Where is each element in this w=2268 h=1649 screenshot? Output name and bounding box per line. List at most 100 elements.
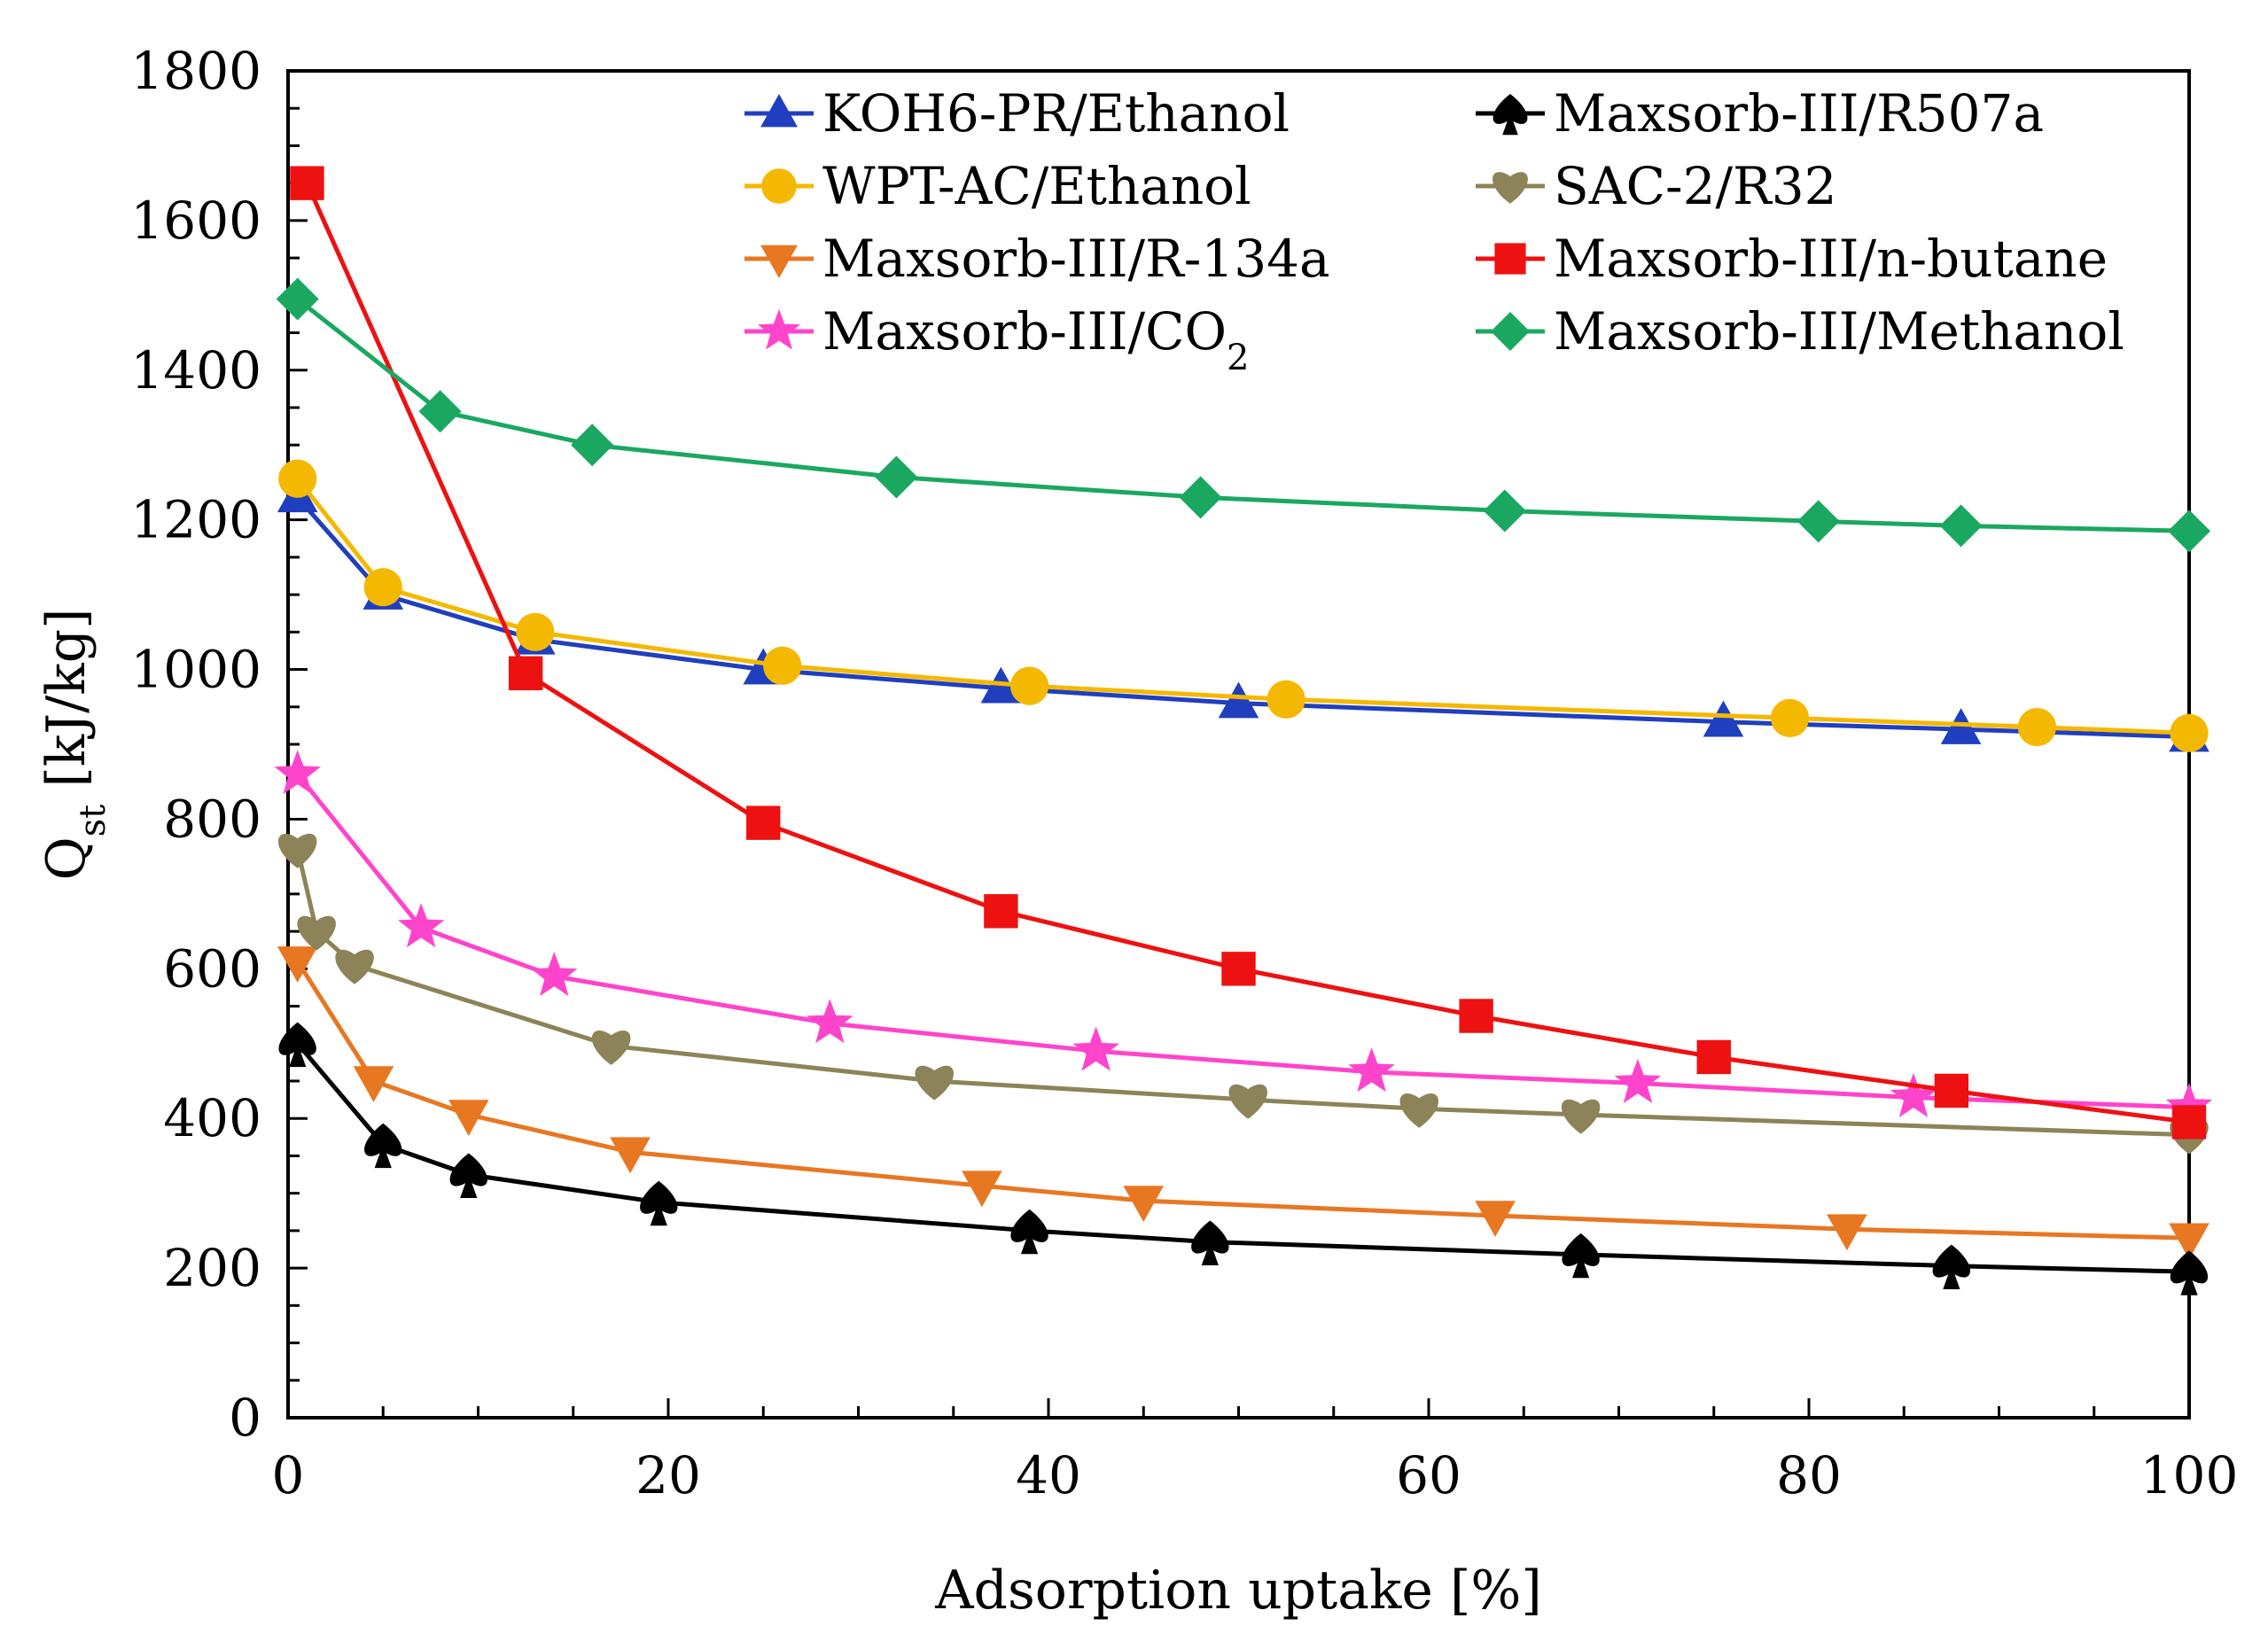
legend-label: WPT-AC/Ethanol	[822, 156, 1251, 216]
data-point	[591, 1031, 631, 1065]
x-tick-label: 100	[2140, 1445, 2239, 1505]
data-point	[397, 903, 445, 948]
y-axis-title-sub: st	[73, 805, 113, 837]
series-layer	[274, 166, 2213, 1295]
y-tick-label: 0	[229, 1388, 261, 1448]
y-tick-labels: 0 200 400 600 800 1000 1200 1400 1600 1800	[130, 41, 261, 1448]
data-point	[448, 1100, 489, 1136]
data-point	[1459, 999, 1493, 1033]
data-point	[1228, 1084, 1267, 1119]
data-point	[2168, 509, 2210, 553]
legend: KOH6-PR/Ethanol WPT-AC/Ethanol Maxsorb-III…	[744, 83, 2124, 378]
y-tick-label: 1200	[130, 490, 261, 550]
data-point	[277, 833, 317, 868]
legend-label: SAC-2/R32	[1554, 156, 1837, 216]
legend-marker	[760, 245, 798, 278]
y-tick-label: 800	[163, 789, 261, 849]
legend-marker	[757, 308, 801, 350]
data-point	[1399, 1093, 1439, 1128]
data-point	[297, 915, 336, 951]
data-point	[274, 750, 321, 795]
legend-marker	[761, 168, 797, 204]
data-point	[1827, 1214, 1867, 1251]
y-tick-label: 1000	[130, 640, 261, 700]
data-point	[290, 166, 324, 200]
x-tick-label: 20	[635, 1445, 701, 1505]
data-point	[571, 424, 614, 467]
data-point	[1348, 1047, 1395, 1093]
data-point	[1266, 680, 1305, 719]
data-point	[1475, 1201, 1516, 1237]
series-sac-2-r32	[277, 833, 2209, 1155]
series-maxsorb-iii-co	[274, 750, 2213, 1127]
data-point	[1191, 1220, 1229, 1265]
legend-item: Maxsorb-III/n-butane	[1476, 229, 2108, 289]
data-point	[1010, 1209, 1048, 1255]
series-maxsorb-iii-methanol	[276, 277, 2210, 553]
y-tick-label: 600	[163, 938, 261, 999]
data-point	[1696, 1039, 1731, 1075]
data-point	[277, 946, 318, 983]
legend-item: KOH6-PR/Ethanol	[744, 83, 1290, 144]
legend-marker	[1491, 312, 1530, 351]
data-point	[1703, 700, 1744, 737]
data-point	[875, 455, 918, 499]
series-wpt-ac-ethanol	[278, 459, 2209, 752]
data-point	[449, 1153, 487, 1198]
series-maxsorb-iii-r-134a	[277, 946, 2210, 1260]
data-point	[364, 1123, 402, 1169]
legend-label: KOH6-PR/Ethanol	[822, 83, 1290, 144]
data-point	[278, 459, 317, 498]
y-tick-label: 1800	[130, 41, 261, 101]
data-point	[2170, 713, 2209, 752]
data-point	[1221, 952, 1256, 986]
legend-item: Maxsorb-III/R507a	[1476, 83, 2044, 144]
data-point	[746, 805, 781, 840]
data-point	[2017, 707, 2056, 747]
data-point	[1123, 1186, 1165, 1223]
series-line	[295, 773, 2190, 1110]
legend-marker	[1493, 172, 1528, 204]
data-point	[278, 1022, 316, 1068]
series-koh6-pr-ethanol	[277, 476, 2210, 752]
legend-label: Maxsorb-III/R507a	[1554, 83, 2044, 144]
data-point	[1770, 698, 1810, 738]
y-axis-title-unit: [kJ/kg]	[35, 608, 97, 804]
data-point	[363, 568, 402, 607]
data-point	[2165, 1083, 2213, 1127]
data-point	[807, 999, 853, 1044]
data-point	[1796, 500, 1840, 543]
y-axis-title: Qst [kJ/kg]	[35, 608, 113, 880]
data-point	[1939, 504, 1983, 548]
legend-item: Maxsorb-III/R-134a	[744, 229, 1330, 289]
x-tick-label: 40	[1016, 1445, 1081, 1505]
data-point	[1562, 1233, 1600, 1279]
data-point	[418, 390, 462, 433]
data-point	[763, 646, 802, 685]
legend-label: Maxsorb-III/CO2	[822, 301, 1249, 378]
data-point	[1561, 1099, 1601, 1134]
series-line	[295, 1042, 2190, 1274]
data-point	[1009, 666, 1049, 705]
y-tick-label: 400	[163, 1088, 261, 1148]
data-point	[1072, 1026, 1119, 1071]
data-point	[508, 656, 543, 690]
x-tick-label: 60	[1396, 1445, 1461, 1505]
legend-item: WPT-AC/Ethanol	[744, 156, 1251, 216]
series-maxsorb-iii-n-butane	[290, 166, 2207, 1140]
x-axis-title: Adsorption uptake [%]	[934, 1560, 1542, 1622]
legend-item: SAC-2/R32	[1476, 156, 1837, 216]
data-point	[1934, 1073, 1969, 1108]
data-point	[1614, 1058, 1662, 1103]
data-point	[353, 1066, 394, 1102]
legend-marker	[760, 94, 798, 128]
data-point	[640, 1180, 678, 1226]
y-tick-label: 200	[163, 1238, 261, 1298]
x-tick-labels: 0 20 40 60 80 100	[272, 1445, 2239, 1505]
data-point	[516, 612, 555, 651]
x-tick-label: 80	[1776, 1445, 1842, 1505]
data-point	[2170, 1250, 2209, 1295]
data-point	[962, 1171, 1002, 1208]
data-point	[335, 949, 374, 984]
x-tick-label: 0	[272, 1445, 305, 1505]
